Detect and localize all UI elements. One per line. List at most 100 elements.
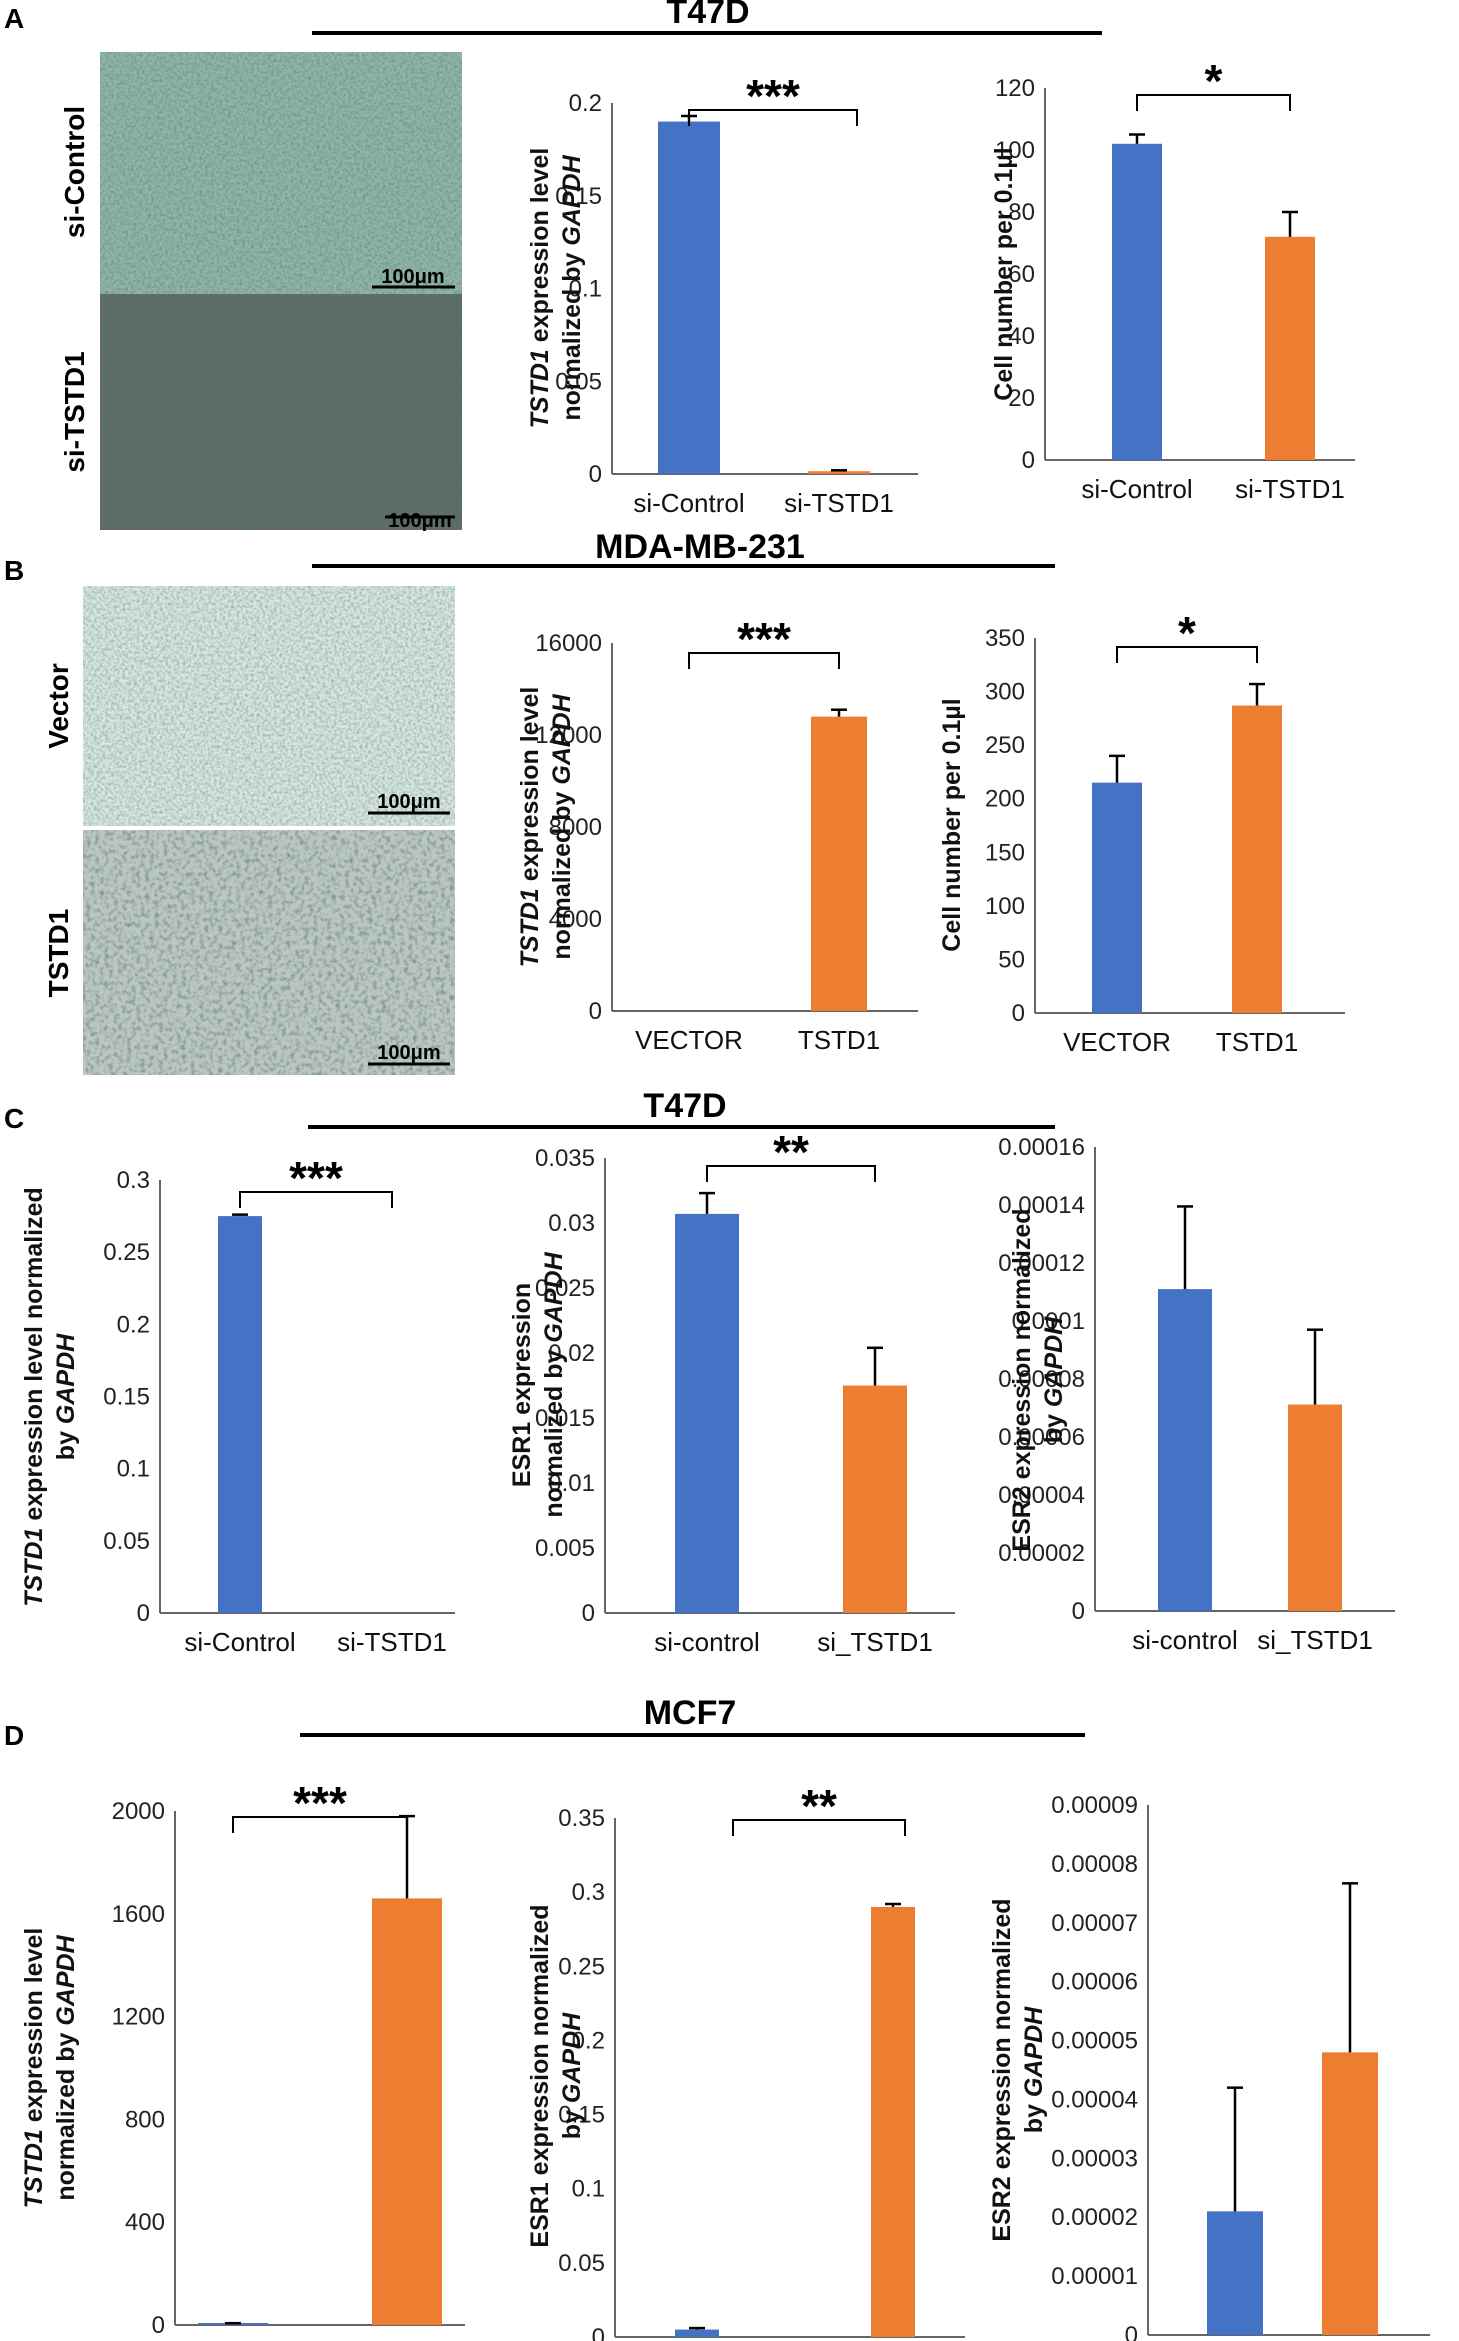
y-tick-label: 0.00001 bbox=[1051, 2263, 1138, 2290]
category-label: VECTOR bbox=[635, 1025, 743, 1055]
y-tick-label: 400 bbox=[125, 2209, 165, 2236]
category-label: TSTD1 bbox=[366, 2339, 448, 2341]
y-tick-label: 0.00016 bbox=[998, 1134, 1085, 1161]
image-label-tstd1: TSTD1 bbox=[43, 909, 74, 998]
y-tick-label: 0.00008 bbox=[998, 1366, 1085, 1393]
significance-stars: *** bbox=[293, 1777, 347, 1829]
significance-stars: * bbox=[1205, 55, 1223, 107]
cell-line-title-a: T47D bbox=[666, 0, 749, 31]
category-label: si_TSTD1 bbox=[1257, 1625, 1373, 1655]
panel-letter-b: B bbox=[4, 555, 24, 586]
chart-d-esr1-expression: 00.050.10.150.20.250.30.35VECTORTSTD1**E… bbox=[526, 1780, 965, 2341]
y-tick-label: 0.15 bbox=[558, 2102, 605, 2129]
y-tick-label: 40 bbox=[1008, 323, 1035, 350]
y-tick-label: 1200 bbox=[112, 2004, 165, 2031]
category-label: si_TSTD1 bbox=[817, 1627, 933, 1657]
chart-a-tstd1-expression: 0 0.05 0.1 0.15 0.2 si-Control si-TSTD1 *** TSTD… bbox=[526, 70, 918, 518]
category-label: VECTOR bbox=[1063, 1027, 1171, 1057]
y-tick-label: 0.3 bbox=[117, 1167, 150, 1194]
y-tick-label: 0.05 bbox=[558, 2250, 605, 2277]
category-label: VECTOR bbox=[179, 2339, 287, 2341]
y-tick-label: 12000 bbox=[535, 722, 602, 749]
y-axis-label: Cell number per 0.1µl bbox=[938, 698, 966, 951]
bar bbox=[808, 471, 870, 474]
y-tick-label: 4000 bbox=[549, 906, 602, 933]
significance-bracket bbox=[232, 1816, 408, 1833]
y-tick-label: 0.035 bbox=[535, 1145, 595, 1172]
significance-bracket bbox=[1116, 646, 1258, 663]
y-tick-label: 0.00007 bbox=[1051, 1910, 1138, 1937]
y-tick-label: 0.2 bbox=[117, 1311, 150, 1338]
y-tick-label: 0.00002 bbox=[998, 1540, 1085, 1567]
panel-letter-d: D bbox=[4, 1720, 24, 1751]
significance-bracket bbox=[688, 652, 840, 669]
category-label: si-Control bbox=[633, 488, 744, 518]
y-tick-label: 80 bbox=[1008, 199, 1035, 226]
y-tick-label: 2000 bbox=[112, 1798, 165, 1825]
y-tick-label: 0.1 bbox=[569, 276, 602, 303]
micrograph-vector bbox=[83, 586, 455, 826]
y-tick-label: 0 bbox=[592, 2324, 605, 2341]
significance-bracket bbox=[688, 109, 858, 126]
y-tick-label: 0.00002 bbox=[1051, 2204, 1138, 2231]
micrograph-si-control bbox=[100, 52, 462, 294]
y-tick-label: 100 bbox=[985, 893, 1025, 920]
y-tick-label: 0.00009 bbox=[1051, 1792, 1138, 1819]
cell-line-title-b: MDA-MB-231 bbox=[595, 528, 805, 566]
y-axis-label: Cell number per 0.1µl bbox=[990, 147, 1018, 400]
y-tick-label: 0.05 bbox=[103, 1528, 150, 1555]
y-tick-label: 0.25 bbox=[103, 1239, 150, 1266]
y-tick-label: 0.00014 bbox=[998, 1192, 1085, 1219]
y-tick-label: 0.00006 bbox=[998, 1424, 1085, 1451]
y-tick-label: 100 bbox=[995, 137, 1035, 164]
y-tick-label: 0.00006 bbox=[1051, 1969, 1138, 1996]
y-tick-label: 0.05 bbox=[555, 368, 602, 395]
bar bbox=[658, 121, 720, 475]
cell-line-title-d: MCF7 bbox=[644, 1694, 737, 1732]
bar bbox=[675, 1213, 739, 1613]
scale-bar-label: 100μm bbox=[377, 1042, 440, 1064]
category-label: si-TSTD1 bbox=[337, 1627, 447, 1657]
y-axis-label: TSTD1 expression level normalized by GAPD… bbox=[516, 687, 576, 968]
category-label: TSTD1 bbox=[1216, 1027, 1298, 1057]
y-tick-label: 800 bbox=[125, 2106, 165, 2133]
bar bbox=[1288, 1404, 1342, 1611]
chart-d-tstd1-expression: 0 400 800 1200 1600 2000 VECTOR TSTD1 *** TSTD1 e… bbox=[20, 1777, 465, 2341]
bar bbox=[1232, 705, 1282, 1013]
y-tick-label: 0 bbox=[1125, 2322, 1138, 2341]
y-tick-label: 0 bbox=[1072, 1598, 1085, 1625]
image-label-vector: Vector bbox=[43, 663, 74, 749]
y-tick-label: 0.00005 bbox=[1051, 2028, 1138, 2055]
y-tick-label: 0.01 bbox=[548, 1470, 595, 1497]
cell-line-title-c: T47D bbox=[643, 1087, 726, 1125]
y-tick-label: 0 bbox=[589, 461, 602, 488]
y-axis-label: TSTD1 expression level normalized by GAPD… bbox=[20, 1187, 80, 1607]
y-tick-label: 0.005 bbox=[535, 1535, 595, 1562]
significance-bracket bbox=[1136, 94, 1291, 111]
image-label-si-control: si-Control bbox=[59, 106, 90, 238]
category-label: si-TSTD1 bbox=[1235, 474, 1345, 504]
y-tick-label: 0.15 bbox=[103, 1384, 150, 1411]
panel-letter-a: A bbox=[4, 3, 24, 34]
y-tick-label: 0.00004 bbox=[998, 1482, 1085, 1509]
y-tick-label: 16000 bbox=[535, 630, 602, 657]
category-label: si-control bbox=[1132, 1625, 1237, 1655]
y-tick-label: 0.00008 bbox=[1051, 1851, 1138, 1878]
y-tick-label: 0.00004 bbox=[1051, 2086, 1138, 2113]
chart-a-cell-number: 0 20 40 60 80 100 120 si-Control si-TSTD1 * Cell n… bbox=[990, 55, 1355, 504]
chart-b-tstd1-expression: 0 4000 8000 12000 16000 VECTOR TSTD1 *** TSTD1 e… bbox=[516, 613, 918, 1055]
bar bbox=[1265, 236, 1315, 460]
micrograph-si-tstd1 bbox=[100, 294, 462, 530]
chart-c-esr2-expression: 0 0.00002 0.00004 0.00006 0.00008 0.0001 0.000… bbox=[998, 1134, 1395, 1655]
bar bbox=[1112, 143, 1162, 461]
y-tick-label: 0.1 bbox=[117, 1456, 150, 1483]
y-tick-label: 50 bbox=[998, 946, 1025, 973]
y-tick-label: 0.35 bbox=[558, 1805, 605, 1832]
significance-stars: * bbox=[1178, 607, 1196, 659]
y-axis-label: ESR2 expression normalized by GAPDH bbox=[1008, 1208, 1068, 1551]
bar bbox=[871, 1906, 915, 2337]
y-tick-label: 350 bbox=[985, 625, 1025, 652]
y-tick-label: 20 bbox=[1008, 385, 1035, 412]
y-tick-label: 60 bbox=[1008, 261, 1035, 288]
y-tick-label: 0.2 bbox=[569, 90, 602, 117]
